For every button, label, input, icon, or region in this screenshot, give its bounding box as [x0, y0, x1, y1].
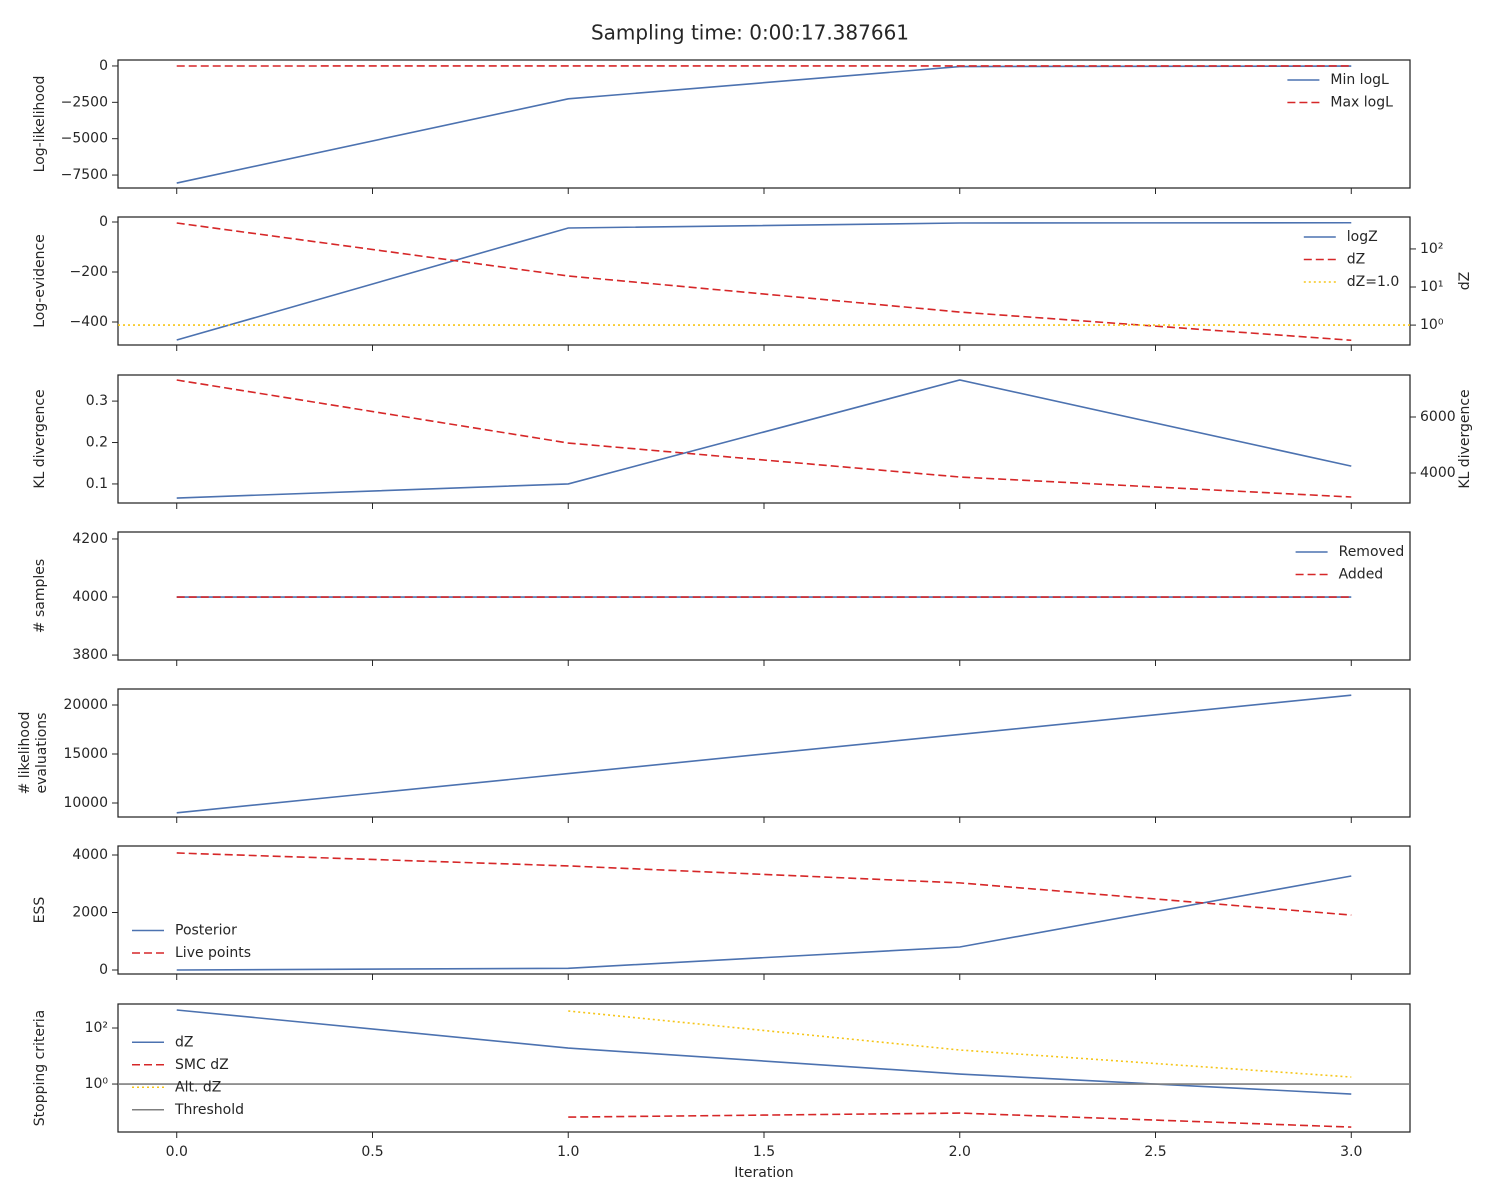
legend-label: dZ=1.0 [1347, 274, 1399, 290]
plot-frame [117, 374, 1411, 504]
y-axis-label: # likelihood [17, 712, 33, 795]
legend-label: Live points [175, 945, 251, 961]
legend-label: Alt. dZ [175, 1079, 221, 1095]
series-line [176, 694, 1352, 814]
series-line [176, 221, 1352, 341]
series-line [568, 1112, 1352, 1128]
y2-tick-label: 4000 [1420, 465, 1456, 481]
series-line [176, 852, 1352, 916]
x-tick-label: 3.0 [1340, 1144, 1362, 1160]
legend-label: dZ [1347, 252, 1365, 268]
series-line [176, 222, 1352, 342]
y2-tick-label: 10¹ [1420, 279, 1443, 295]
legend-label: Posterior [175, 923, 237, 939]
y-tick-label: 0.3 [86, 393, 108, 409]
x-tick-label: 1.0 [557, 1144, 579, 1160]
legend-label: Threshold [174, 1102, 244, 1118]
y-tick-label: 0 [99, 962, 108, 978]
legend-label: Min logL [1330, 72, 1389, 88]
y-tick-label: −5000 [61, 131, 108, 147]
legend-label: SMC dZ [175, 1057, 229, 1073]
y2-axis-label: dZ [1457, 272, 1473, 290]
series-line [176, 875, 1352, 971]
y-tick-label: 0.1 [86, 476, 108, 492]
y-tick-label: 4000 [72, 847, 108, 863]
series-line [176, 379, 1352, 498]
series-line [568, 1010, 1352, 1078]
y2-tick-label: 6000 [1420, 409, 1456, 425]
chart-title: Sampling time: 0:00:17.387661 [591, 21, 909, 45]
y-axis-label: Log-evidence [32, 234, 48, 328]
y-axis-label: ESS [32, 897, 48, 924]
y-tick-label: 0 [99, 214, 108, 230]
y2-tick-label: 10² [1420, 241, 1443, 257]
y-tick-label: −2500 [61, 94, 108, 110]
y-tick-label: 20000 [63, 697, 108, 713]
plot-frame [117, 845, 1411, 975]
y-tick-label: 2000 [72, 905, 108, 921]
y-tick-label: 3800 [72, 647, 108, 663]
x-tick-label: 2.5 [1144, 1144, 1166, 1160]
y-tick-label: −400 [70, 314, 108, 330]
legend-label: Added [1339, 567, 1384, 583]
y2-tick-label: 10⁰ [1420, 317, 1444, 333]
x-tick-label: 0.0 [166, 1144, 188, 1160]
y-axis-label: # samples [32, 559, 48, 633]
series-line [176, 379, 1352, 499]
legend-label: dZ [175, 1034, 193, 1050]
y-tick-label: 4000 [72, 589, 108, 605]
plot-frame [117, 531, 1411, 661]
y-axis-label: Stopping criteria [32, 1010, 48, 1126]
y-tick-label: 4200 [72, 531, 108, 547]
y-axis-label: KL divergence [32, 389, 48, 488]
series-line [176, 65, 1352, 184]
y2-axis-label: KL divergence [1457, 389, 1473, 488]
x-axis-label: Iteration [734, 1165, 793, 1181]
y-tick-label: 0.2 [86, 435, 108, 451]
y-tick-label: 10000 [63, 795, 108, 811]
y-tick-label: 10⁰ [85, 1076, 109, 1092]
series-line [176, 1009, 1352, 1095]
y-tick-label: −200 [70, 264, 108, 280]
x-tick-label: 1.5 [753, 1144, 775, 1160]
y-tick-label: 10² [85, 1020, 108, 1036]
legend-label: Removed [1339, 544, 1405, 560]
plot-frame [117, 59, 1411, 189]
legend-label: logZ [1347, 229, 1378, 245]
x-tick-label: 2.0 [949, 1144, 971, 1160]
y-axis-label: Log-likelihood [32, 76, 48, 173]
y-tick-label: 0 [99, 58, 108, 74]
y-tick-label: 15000 [63, 746, 108, 762]
y-tick-label: −7500 [61, 167, 108, 183]
y-axis-label: evaluations [34, 713, 50, 794]
legend-label: Max logL [1330, 95, 1393, 111]
x-tick-label: 0.5 [361, 1144, 383, 1160]
